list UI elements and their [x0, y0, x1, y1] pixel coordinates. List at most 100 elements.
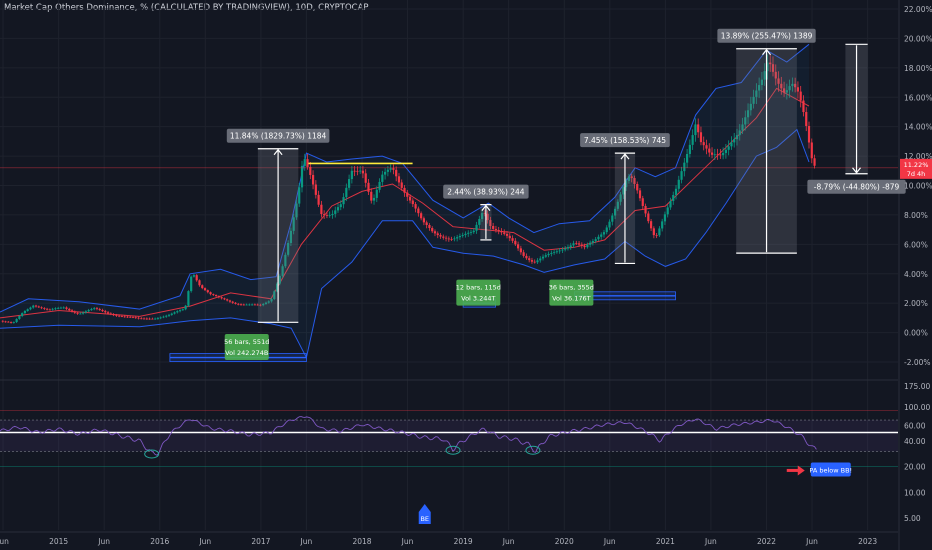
candle-body — [356, 170, 359, 172]
candle-body — [137, 317, 140, 319]
candle-body — [575, 243, 578, 245]
candle-body — [486, 213, 489, 221]
measure-label-bg — [226, 128, 330, 143]
y-tick-label: 4.00% — [904, 270, 928, 279]
candle-body — [652, 228, 655, 236]
candle-body — [12, 322, 15, 323]
candle-body — [611, 215, 614, 222]
candle-body — [209, 292, 212, 295]
candle-body — [54, 308, 57, 310]
candle-body — [480, 213, 484, 220]
candle-body — [178, 310, 182, 312]
candle-body — [669, 200, 672, 208]
candle-body — [403, 187, 406, 193]
range-tag-bars: 12 bars, 115d — [456, 284, 501, 292]
candle-body — [314, 184, 317, 195]
candle-body — [203, 288, 207, 291]
candle-body — [733, 139, 736, 143]
candle-body — [760, 79, 764, 86]
candle-body — [140, 318, 143, 320]
candle-body — [109, 313, 112, 315]
candle-body — [400, 182, 403, 188]
candle-body — [782, 88, 786, 93]
candle-body — [602, 232, 606, 235]
axes: 22.00% 20.00% 18.00% 16.00% 14.00% 12.00% 10.0… — [0, 5, 932, 546]
rsi-y-tick-label: 175.00 — [904, 382, 930, 391]
measure-arrowhead — [620, 153, 630, 160]
range-tag-vol: Vol 242.274B — [225, 349, 268, 357]
candle-body — [799, 91, 802, 101]
candle-body — [76, 312, 79, 314]
y-tick-label: 14.00% — [904, 123, 932, 132]
x-tick-label: Jun — [97, 537, 110, 546]
candle-body — [436, 233, 439, 236]
candle-body — [605, 227, 608, 233]
candle-body — [292, 217, 295, 231]
candle-body — [744, 117, 747, 125]
candle-body — [752, 96, 755, 104]
candle-body — [505, 233, 509, 236]
candle-body — [442, 236, 445, 238]
candle-body — [131, 317, 135, 318]
measure-label-bg — [717, 28, 816, 43]
candle-body — [422, 218, 425, 223]
measure-arrowhead — [852, 167, 862, 174]
candle-body — [342, 197, 345, 205]
candle-body — [544, 255, 547, 257]
x-tick-label: 2015 — [49, 537, 68, 546]
candle-body — [758, 85, 761, 91]
candle-body — [755, 90, 758, 97]
candle-body — [467, 232, 470, 234]
candle-body — [48, 309, 51, 311]
candle-body — [627, 176, 631, 181]
candle-body — [43, 308, 46, 309]
candle-body — [32, 305, 35, 308]
candle-body — [184, 305, 187, 310]
candles — [1, 54, 816, 324]
candle-body — [492, 226, 495, 229]
candle-body — [231, 301, 234, 303]
candle-body — [384, 171, 387, 175]
candle-body — [328, 215, 331, 216]
bollinger-bands — [0, 43, 810, 360]
candle-body — [295, 203, 298, 218]
range-tag-bg — [224, 334, 269, 361]
rsi-band — [0, 420, 898, 452]
candle-body — [774, 71, 777, 79]
candle-body — [514, 240, 517, 245]
candle-body — [716, 154, 719, 156]
candle-body — [683, 162, 686, 172]
rsi-oversold-circle — [445, 445, 461, 455]
candle-body — [702, 142, 705, 146]
rsi-oversold-circle — [525, 445, 541, 455]
candle-body — [663, 214, 667, 222]
candle-body — [763, 71, 766, 80]
bollinger-middle-line — [0, 87, 810, 319]
candle-body — [18, 315, 21, 319]
candle-body — [395, 169, 398, 177]
note-text: PA below BB! — [809, 466, 852, 474]
candle-body — [256, 304, 259, 306]
candle-body — [661, 221, 664, 229]
candle-body — [325, 215, 329, 216]
candle-body — [674, 188, 678, 195]
candle-body — [251, 304, 254, 306]
candle-body — [680, 171, 683, 180]
candle-body — [589, 242, 592, 245]
candle-body — [472, 230, 475, 233]
candle-body — [769, 62, 772, 65]
measure-arrowhead — [481, 204, 491, 211]
x-tick-label: 2018 — [352, 537, 371, 546]
candle-body — [464, 233, 467, 236]
candle-body — [625, 180, 628, 188]
event-marker-icon — [418, 504, 431, 524]
candle-body — [237, 303, 240, 305]
candle-body — [90, 309, 93, 311]
candle-body — [644, 205, 647, 214]
candle-body — [719, 154, 722, 156]
candle-body — [220, 297, 223, 299]
candle-body — [431, 228, 434, 232]
candle-body — [511, 238, 514, 241]
candle-body — [134, 317, 137, 319]
